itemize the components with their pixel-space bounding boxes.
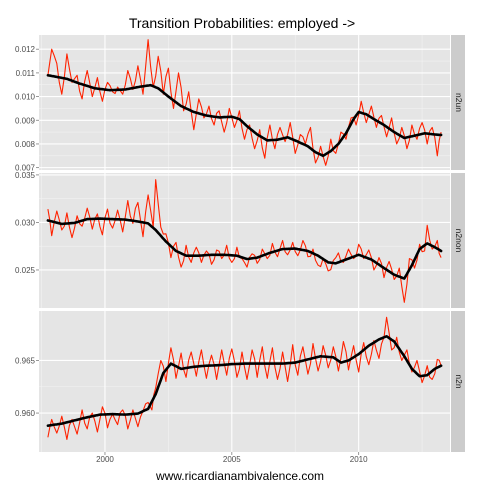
- strip-label: n2n: [454, 374, 464, 388]
- smoothed-series-line: [46, 335, 443, 427]
- x-tick-label: 2005: [223, 455, 241, 464]
- y-tick-label: 0.012: [15, 45, 36, 54]
- y-tick-label: 0.008: [15, 140, 36, 149]
- y-tick-label: 0.011: [16, 69, 36, 78]
- panel-background: [39, 311, 450, 452]
- strip-label: n2un: [454, 93, 464, 112]
- panel-n2un: 0.007 0.008 0.009 0.010 0.011 0.012 n2un: [15, 35, 465, 173]
- y-tick-label: 0.965: [15, 356, 36, 365]
- y-tick-label: 0.960: [15, 409, 36, 418]
- strip-background: [451, 311, 465, 452]
- strip-background: [451, 35, 465, 170]
- x-tick-label: 2010: [350, 455, 368, 464]
- x-tick-label: 2000: [96, 455, 114, 464]
- y-tick-label: 0.035: [15, 171, 36, 180]
- y-tick-label: 0.009: [15, 116, 36, 125]
- chart-title: Transition Probabilities: employed ->: [129, 15, 355, 31]
- y-tick-label: 0.007: [15, 164, 36, 173]
- smoothed-series-line: [46, 217, 443, 280]
- raw-series-line: [47, 179, 442, 303]
- panel-background: [39, 173, 450, 308]
- panel-background: [39, 35, 450, 170]
- y-tick-label: 0.010: [15, 93, 36, 102]
- smoothed-series-line: [46, 74, 443, 158]
- y-tick-label: 0.030: [15, 218, 36, 227]
- panel-n2n: 0.960 0.965 n2n: [15, 311, 465, 452]
- caption: www.ricardianambivalence.com: [155, 469, 324, 480]
- strip-background: [451, 173, 465, 308]
- panel-n2non: 0.025 0.030 0.035 n2non: [15, 171, 465, 308]
- strip-label: n2non: [454, 229, 464, 253]
- y-tick-label: 0.025: [15, 266, 36, 275]
- facet-panels: 0.0070.0080.0090.0100.0110.012n2un0.0250…: [15, 35, 465, 464]
- raw-series-line: [47, 39, 442, 166]
